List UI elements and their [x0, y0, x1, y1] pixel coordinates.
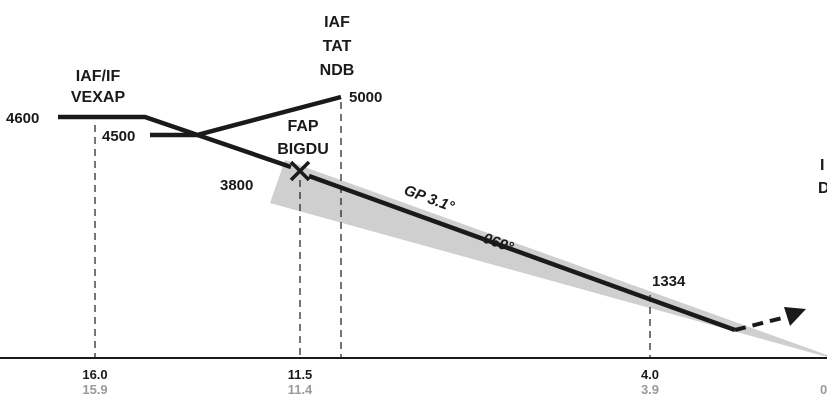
distance-16-0: 16.0: [82, 367, 107, 382]
altitude-4600: 4600: [6, 110, 39, 127]
fap-x-marker-icon: [289, 160, 311, 182]
distance-15-9: 15.9: [82, 382, 107, 394]
altitude-1334: 1334: [652, 273, 686, 290]
fix-label-ndb: NDB: [320, 62, 355, 79]
altitude-5000: 5000: [349, 89, 382, 106]
fix-label-bigdu: BIGDU: [277, 141, 329, 158]
distance-4-0: 4.0: [641, 367, 659, 382]
fix-label-iaf: IAF: [324, 14, 350, 31]
fix-label-right-2: D: [818, 180, 827, 197]
fix-label-tat: TAT: [323, 38, 352, 55]
fix-label-iaf-if: IAF/IF: [76, 68, 121, 85]
distance-11-5: 11.5: [288, 367, 313, 382]
distance-3-9: 3.9: [641, 382, 659, 394]
altitude-4500: 4500: [102, 128, 135, 145]
initial-approach-path: [58, 114, 292, 170]
tat-arrival-path: [150, 94, 342, 138]
fix-label-fap: FAP: [287, 118, 318, 135]
missed-approach-path: [734, 314, 791, 332]
final-approach-path: [308, 173, 736, 333]
altitude-3800: 3800: [220, 177, 253, 194]
fix-label-right-1: I: [820, 157, 824, 174]
glidepath-cone: [270, 160, 827, 357]
fix-label-vexap: VEXAP: [71, 89, 126, 106]
distance-11-4: 11.4: [288, 382, 313, 394]
missed-approach-arrow-icon: [784, 307, 806, 326]
distance-0: 0: [820, 382, 827, 394]
